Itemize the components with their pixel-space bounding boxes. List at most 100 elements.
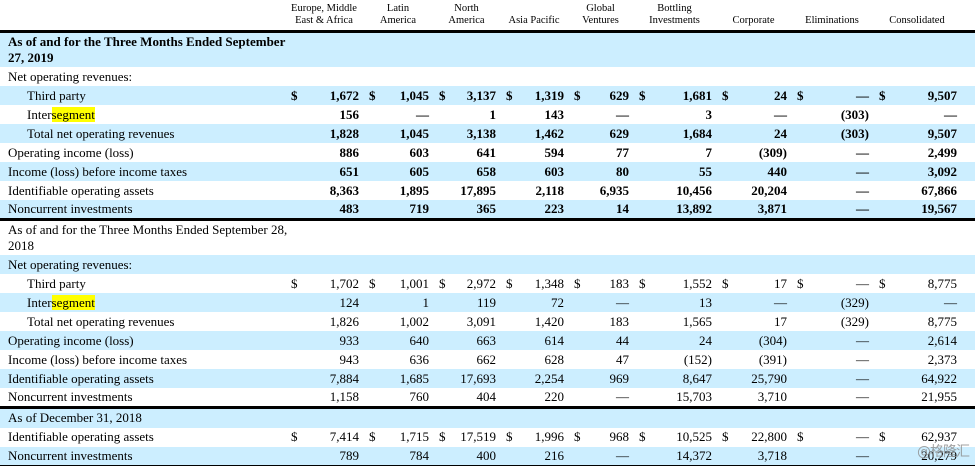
cell-value: 10,456 bbox=[676, 182, 712, 198]
cell-value: 183 bbox=[609, 275, 630, 291]
row-spacer bbox=[961, 388, 975, 408]
row-label: Operating income (loss) bbox=[8, 332, 134, 348]
cell-value: 636 bbox=[409, 351, 430, 367]
row-label: Income (loss) before income taxes bbox=[8, 163, 188, 179]
cell-asia-pacific: 2,254 bbox=[500, 369, 568, 388]
cell-latin-america: $1,001 bbox=[363, 274, 433, 293]
cell-value: 20,279 bbox=[921, 447, 957, 463]
dollar-sign: $ bbox=[639, 87, 646, 103]
cell-value: 223 bbox=[544, 201, 565, 216]
cell-north-america: 662 bbox=[433, 350, 500, 369]
cell-consolidated: 20,279 bbox=[873, 447, 961, 466]
cell-value: 7,884 bbox=[329, 370, 359, 386]
cell-value: 47 bbox=[616, 351, 629, 367]
cell-north-america: $3,137 bbox=[433, 86, 500, 105]
column-header-spacer bbox=[961, 0, 975, 33]
cell-value: 933 bbox=[339, 332, 360, 348]
cell-corporate: 20,204 bbox=[716, 181, 791, 200]
cell-value: — bbox=[616, 389, 629, 404]
cell-value: 9,507 bbox=[927, 87, 957, 103]
cell-emea: 7,884 bbox=[285, 369, 363, 388]
cell-value: 2,118 bbox=[535, 182, 564, 198]
cell-consolidated: 19,567 bbox=[873, 200, 961, 220]
section-header-three-months-2019: As of and for the Three Months Ended Sep… bbox=[0, 30, 975, 67]
cell-latin-america: — bbox=[363, 105, 433, 124]
cell-bottling-investments: 1,684 bbox=[633, 124, 716, 143]
cell-value: 641 bbox=[476, 144, 497, 160]
cell-corporate: (304) bbox=[716, 331, 791, 350]
dollar-sign: $ bbox=[879, 275, 886, 291]
cell-north-america: 3,091 bbox=[433, 312, 500, 331]
cell-value: 1,045 bbox=[399, 125, 429, 141]
cell-global-ventures: 77 bbox=[568, 143, 633, 162]
cell-value: 17,519 bbox=[460, 429, 496, 444]
column-header-consolidated: Consolidated bbox=[873, 0, 961, 33]
cell-consolidated: 2,373 bbox=[873, 350, 961, 369]
table-row: Income (loss) before income taxes 943 636 6… bbox=[0, 350, 975, 369]
cell-value: 10,525 bbox=[676, 429, 712, 444]
cell-value: 183 bbox=[609, 313, 630, 329]
cell-value: 55 bbox=[699, 163, 712, 179]
cell-global-ventures: — bbox=[568, 388, 633, 408]
column-header-bottling-investments: Bottling Investments bbox=[633, 0, 716, 33]
cell-value: 22,800 bbox=[751, 429, 787, 444]
cell-value: — bbox=[856, 332, 869, 348]
cell-value: 67,866 bbox=[921, 182, 957, 198]
cell-asia-pacific: 603 bbox=[500, 162, 568, 181]
dollar-sign: $ bbox=[879, 87, 886, 103]
cell-eliminations: (303) bbox=[791, 124, 873, 143]
cell-value: 7,414 bbox=[329, 429, 359, 444]
row-label: Intersegment bbox=[27, 294, 95, 310]
cell-latin-america: 605 bbox=[363, 162, 433, 181]
row-label: Identifiable operating assets bbox=[8, 370, 154, 386]
cell-value: (329) bbox=[840, 294, 869, 310]
cell-bottling-investments: 7 bbox=[633, 143, 716, 162]
cell-value: — bbox=[944, 294, 957, 310]
cell-eliminations: — bbox=[791, 447, 873, 466]
cell-value: 440 bbox=[767, 163, 788, 179]
cell-value: 6,935 bbox=[599, 182, 629, 198]
cell-value: 72 bbox=[551, 294, 564, 310]
cell-asia-pacific: 143 bbox=[500, 105, 568, 124]
cell-value: 1,826 bbox=[329, 313, 359, 329]
cell-value: — bbox=[856, 429, 869, 444]
cell-value: 2,972 bbox=[466, 275, 496, 291]
dollar-sign: $ bbox=[574, 275, 581, 291]
cell-north-america: 17,895 bbox=[433, 181, 500, 200]
cell-asia-pacific: 594 bbox=[500, 143, 568, 162]
cell-value: 886 bbox=[339, 144, 360, 160]
cell-corporate: — bbox=[716, 293, 791, 312]
row-spacer bbox=[961, 274, 975, 293]
cell-value: — bbox=[944, 106, 957, 122]
cell-eliminations: $ — bbox=[791, 428, 873, 447]
cell-value: 9,507 bbox=[927, 125, 957, 141]
cell-bottling-investments: 3 bbox=[633, 105, 716, 124]
cell-global-ventures: $183 bbox=[568, 274, 633, 293]
cell-latin-america: $1,715 bbox=[363, 428, 433, 447]
empty-cells bbox=[285, 255, 975, 274]
cell-value: — bbox=[856, 370, 869, 386]
cell-value: — bbox=[416, 106, 429, 122]
cell-corporate: (391) bbox=[716, 350, 791, 369]
cell-eliminations: — bbox=[791, 162, 873, 181]
column-header-global-ventures: Global Ventures bbox=[568, 0, 633, 33]
cell-value: 1,828 bbox=[329, 125, 359, 141]
cell-emea: 156 bbox=[285, 105, 363, 124]
cell-value: 1,045 bbox=[399, 87, 429, 103]
cell-value: 1,158 bbox=[329, 389, 359, 404]
cell-consolidated: 3,092 bbox=[873, 162, 961, 181]
cell-value: 1 bbox=[489, 106, 497, 122]
row-label: Noncurrent investments bbox=[8, 447, 133, 463]
cell-asia-pacific: 72 bbox=[500, 293, 568, 312]
cell-value: — bbox=[856, 87, 869, 103]
cell-latin-america: 719 bbox=[363, 200, 433, 220]
cell-value: 969 bbox=[609, 370, 630, 386]
cell-value: 1,420 bbox=[534, 313, 564, 329]
cell-value: 1,319 bbox=[534, 87, 564, 103]
cell-value: 1,702 bbox=[329, 275, 359, 291]
cell-value: 2,614 bbox=[927, 332, 957, 348]
cell-value: 1,715 bbox=[399, 429, 429, 444]
cell-value: 14 bbox=[616, 201, 629, 216]
cell-emea: 886 bbox=[285, 143, 363, 162]
